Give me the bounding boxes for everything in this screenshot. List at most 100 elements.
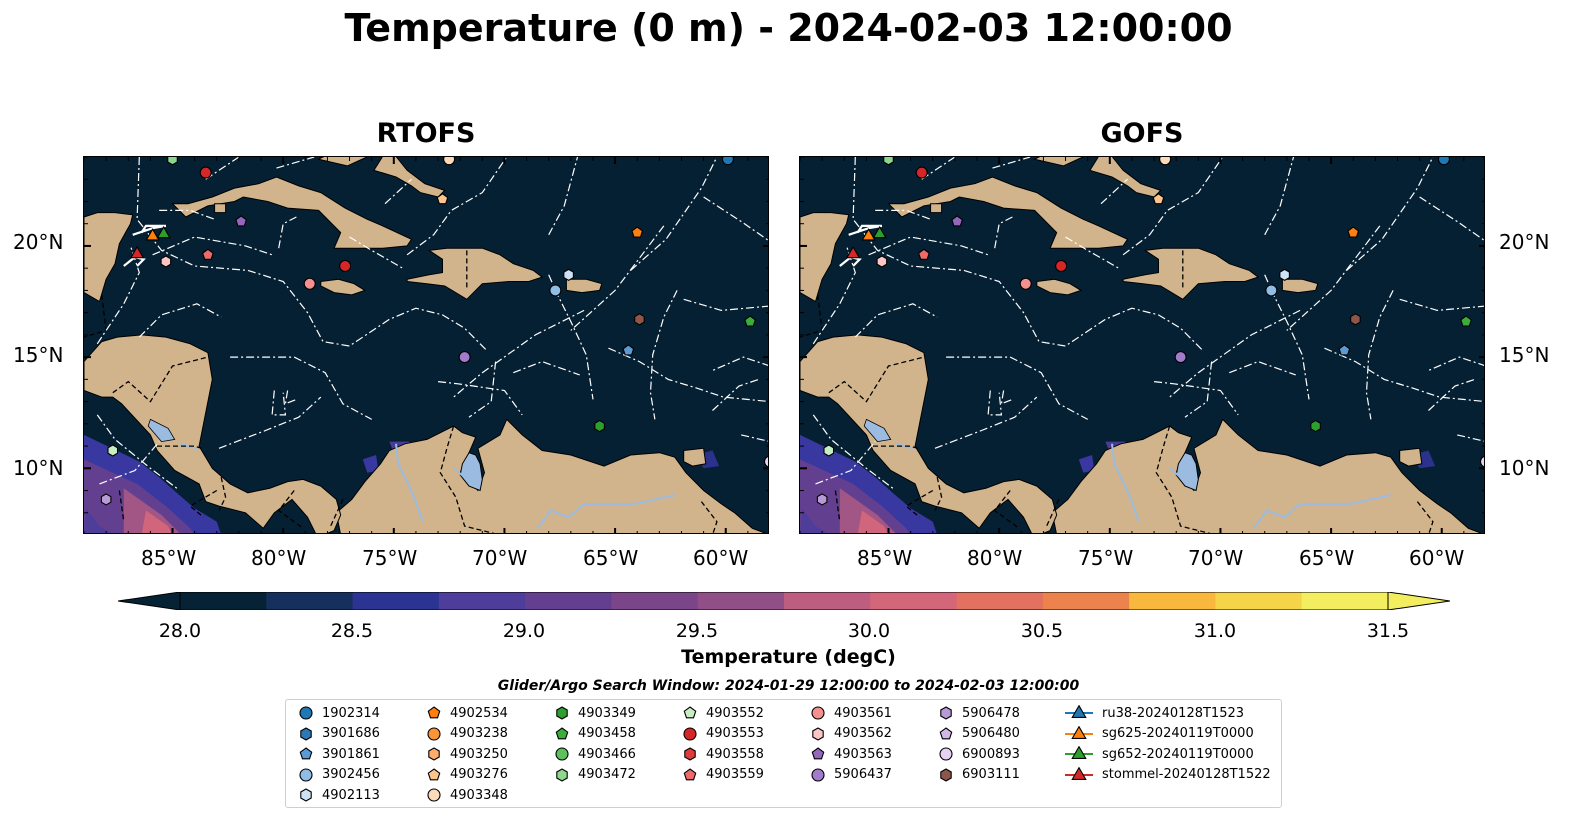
lon-label-85w-rtofs: 85°W bbox=[141, 546, 197, 570]
colorbar-tick-30-0: 30.0 bbox=[847, 620, 891, 642]
river bbox=[1252, 494, 1392, 529]
platform-hexagon-marker bbox=[167, 157, 178, 166]
platform-hexagon-marker bbox=[816, 493, 828, 506]
eez-boundary bbox=[1264, 274, 1310, 400]
legend-marker-icon bbox=[812, 726, 824, 741]
legend-hexagon-icon bbox=[300, 788, 312, 802]
land-jamaica bbox=[1036, 278, 1083, 296]
eez-boundary bbox=[152, 236, 273, 256]
eez-boundary bbox=[703, 196, 768, 241]
country-border bbox=[834, 490, 841, 522]
legend-hexagon-icon bbox=[428, 747, 440, 761]
eez-boundary bbox=[1169, 309, 1301, 398]
eez-boundary bbox=[548, 274, 594, 400]
river bbox=[178, 442, 198, 450]
legend-label: 5906437 bbox=[834, 767, 892, 782]
platform-circle-marker bbox=[1174, 351, 1187, 364]
legend-label: 4903558 bbox=[706, 746, 764, 762]
platform-circle-marker bbox=[443, 157, 456, 166]
platform-hexagon-marker bbox=[107, 444, 119, 457]
legend-marker-icon bbox=[556, 767, 568, 782]
legend-label: stommel-20240128T1522 bbox=[1102, 767, 1271, 782]
legend-item: 5906480 bbox=[938, 724, 1020, 744]
legend-label: 4903238 bbox=[450, 726, 508, 741]
warm-sst-patch bbox=[141, 510, 172, 533]
platform-circle-marker bbox=[1019, 277, 1032, 290]
colorbar-segment bbox=[611, 592, 699, 610]
country-border bbox=[439, 425, 495, 533]
eez-boundary bbox=[1286, 225, 1381, 331]
colorbar-segment bbox=[1042, 592, 1130, 610]
platform-pentagon-marker bbox=[202, 248, 214, 260]
eez-boundary bbox=[284, 390, 297, 405]
legend-hexagon-icon bbox=[940, 706, 952, 720]
lon-label-65w-rtofs: 65°W bbox=[583, 546, 639, 570]
lake-nicaragua bbox=[147, 418, 176, 443]
platform-circle-marker bbox=[721, 157, 735, 166]
legend-pentagon-icon bbox=[555, 726, 569, 739]
legend-label: 4903559 bbox=[706, 767, 764, 782]
legend-pentagon-icon bbox=[683, 767, 697, 780]
legend-item: 3901686 bbox=[298, 724, 380, 744]
legend-hexagon-icon bbox=[300, 726, 312, 741]
lon-label-75w-gofs: 75°W bbox=[1078, 546, 1134, 570]
colorbar-tick-28-5: 28.5 bbox=[330, 620, 374, 642]
legend-marker-icon bbox=[940, 706, 952, 720]
legend-item: 6900893 bbox=[938, 744, 1020, 764]
lon-label-80w-rtofs: 80°W bbox=[251, 546, 307, 570]
legend-label: 4902113 bbox=[322, 787, 380, 803]
legend-marker-icon bbox=[1065, 725, 1093, 739]
legend-item: 4903558 bbox=[682, 744, 764, 764]
eez-boundary bbox=[1154, 381, 1239, 416]
land-isla bbox=[214, 203, 227, 214]
legend-pentagon-icon bbox=[427, 706, 441, 719]
legend-item: 3902456 bbox=[298, 765, 380, 785]
eez-boundary bbox=[406, 157, 508, 256]
eez-boundary bbox=[1122, 157, 1224, 256]
legend-item: 4903562 bbox=[810, 724, 892, 744]
eez-boundary bbox=[570, 225, 665, 331]
colorbar-extend-low bbox=[118, 592, 181, 610]
legend-pentagon-icon bbox=[939, 726, 953, 739]
legend-marker-icon bbox=[1065, 746, 1093, 759]
platform-circle-marker bbox=[199, 166, 212, 179]
platform-triangle-marker bbox=[129, 245, 145, 259]
eez-boundary bbox=[96, 245, 140, 345]
panel-title-rtofs: RTOFS bbox=[376, 118, 476, 149]
legend-circle-icon bbox=[299, 706, 313, 720]
legend-item: 4903552 bbox=[682, 703, 764, 723]
legend-label: 5906480 bbox=[962, 726, 1020, 741]
legend-marker-icon bbox=[683, 706, 697, 719]
country-border bbox=[934, 477, 943, 511]
legend-label: 4903250 bbox=[450, 746, 508, 762]
platform-circle-marker bbox=[1159, 157, 1172, 166]
legend-marker-icon bbox=[300, 726, 312, 741]
legend-item: sg625-20240119T0000 bbox=[1064, 724, 1254, 744]
eez-boundary bbox=[812, 245, 856, 345]
legend-circle-icon bbox=[555, 747, 569, 761]
warm-sst-patch bbox=[362, 455, 379, 473]
country-border bbox=[112, 356, 209, 403]
lat-label-20n-left: 20°N bbox=[13, 230, 64, 254]
legend-item: 4903238 bbox=[426, 724, 508, 744]
land-trinidad bbox=[1399, 447, 1423, 467]
country-border bbox=[118, 490, 125, 522]
colorbar-segment bbox=[438, 592, 526, 610]
platform-pentagon-marker bbox=[436, 193, 449, 205]
legend-item: 4903472 bbox=[554, 765, 636, 785]
river bbox=[1111, 443, 1140, 523]
country-border bbox=[905, 489, 934, 518]
legend-marker-icon bbox=[684, 747, 696, 761]
land-puertoRico bbox=[1281, 278, 1319, 294]
platform-circle-marker bbox=[1437, 157, 1451, 166]
eez-boundary bbox=[812, 414, 894, 489]
colorbar-segment bbox=[1129, 592, 1216, 610]
country-border bbox=[828, 356, 925, 403]
glider-track bbox=[848, 224, 883, 236]
legend-hexagon-icon bbox=[556, 767, 568, 782]
legend-item: stommel-20240128T1522 bbox=[1064, 765, 1271, 785]
eez-boundary bbox=[1399, 298, 1484, 312]
legend-item: 4903276 bbox=[426, 765, 508, 785]
legend-label: 4903553 bbox=[706, 726, 764, 741]
lake-maracaibo bbox=[459, 452, 483, 492]
